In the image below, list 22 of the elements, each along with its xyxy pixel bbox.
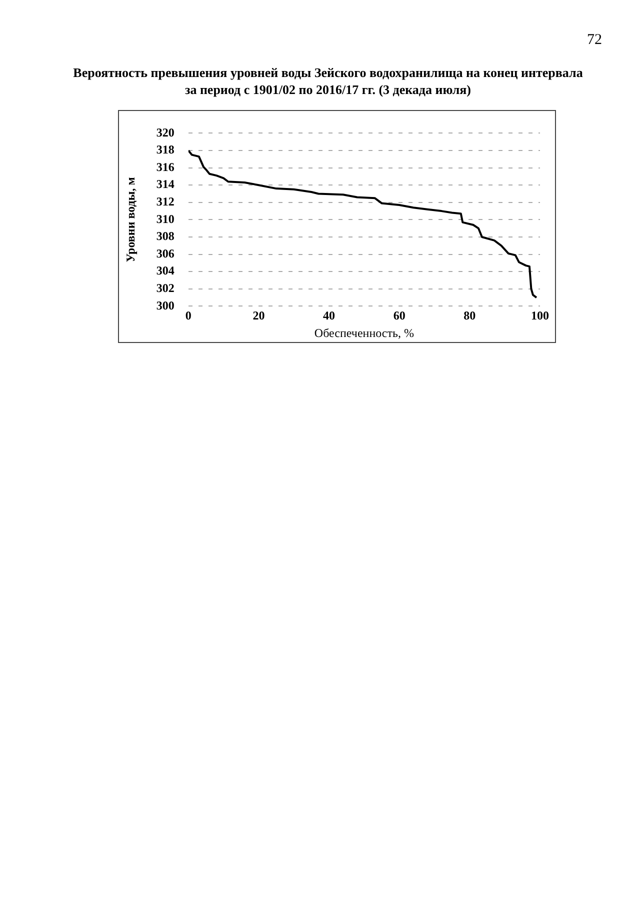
y-tick-label: 306 xyxy=(156,246,174,260)
y-axis-title: Уровни воды, м xyxy=(123,177,138,262)
y-tick-label: 320 xyxy=(156,125,174,140)
y-tick-label: 312 xyxy=(156,194,174,208)
x-tick-label: 40 xyxy=(323,308,336,322)
chart-subtitle: за период с 1901/02 по 2016/17 гг. (3 декада июля) xyxy=(184,81,472,98)
y-tick-label: 300 xyxy=(156,298,174,312)
chart-title: Вероятность превышения уровней воды Зейского водохранилища на конец интервала xyxy=(72,64,584,81)
y-tick-label: 308 xyxy=(156,229,174,244)
x-tick-label: 0 xyxy=(185,308,192,322)
y-tick-label: 314 xyxy=(156,177,174,192)
x-tick-label: 60 xyxy=(393,308,406,322)
x-tick-label: 80 xyxy=(464,308,476,322)
y-tick-label: 302 xyxy=(156,280,174,295)
x-axis-title: Обеспеченность, % xyxy=(314,326,414,340)
y-tick-label: 310 xyxy=(156,212,174,226)
y-tick-label: 304 xyxy=(156,264,174,278)
y-tick-label: 318 xyxy=(156,142,174,157)
x-tick-label: 100 xyxy=(531,308,549,322)
y-tick-label: 316 xyxy=(156,160,174,174)
text: 72 xyxy=(587,32,602,49)
x-tick-label: 20 xyxy=(252,308,265,322)
